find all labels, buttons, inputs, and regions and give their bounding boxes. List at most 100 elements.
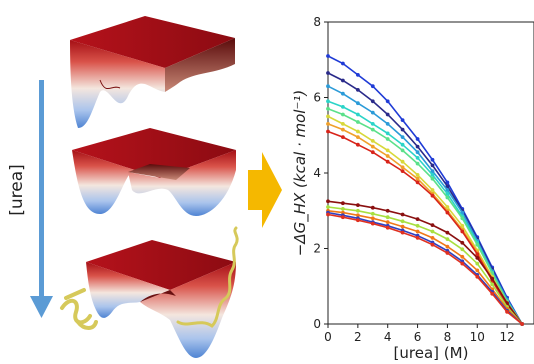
chart: 0 2 4 6 8 10 12 0 2 4 6 8 [urea] (M) −ΔG_HX (kcal … bbox=[291, 15, 534, 362]
data-point bbox=[370, 127, 375, 132]
data-point bbox=[385, 154, 390, 158]
x-tick-label: 12 bbox=[499, 330, 514, 344]
series-line-9 bbox=[327, 200, 523, 325]
data-point bbox=[415, 176, 420, 181]
data-point bbox=[326, 205, 330, 209]
protein-folded-ribbon bbox=[60, 288, 98, 330]
x-tick-label: 8 bbox=[444, 330, 452, 344]
data-point bbox=[385, 220, 390, 225]
data-point bbox=[430, 169, 435, 174]
data-point bbox=[445, 237, 450, 242]
data-point bbox=[430, 163, 435, 168]
data-point bbox=[370, 216, 375, 221]
data-point bbox=[445, 191, 450, 196]
data-point bbox=[475, 274, 480, 279]
data-point bbox=[370, 211, 375, 216]
data-point bbox=[445, 184, 450, 189]
data-point bbox=[490, 282, 495, 287]
data-point bbox=[445, 195, 450, 200]
data-point bbox=[400, 142, 405, 147]
y-tick-label: 0 bbox=[313, 317, 321, 331]
x-tick-label: 10 bbox=[470, 330, 485, 344]
data-point bbox=[415, 156, 420, 160]
data-point bbox=[370, 99, 375, 104]
series-line-1 bbox=[327, 55, 523, 325]
data-point bbox=[326, 71, 330, 75]
y-axis: 0 2 4 6 8 bbox=[313, 15, 328, 331]
data-point bbox=[341, 215, 345, 220]
data-point bbox=[400, 219, 405, 224]
data-point bbox=[460, 261, 465, 266]
data-point bbox=[326, 199, 330, 204]
data-point bbox=[341, 91, 345, 96]
data-point bbox=[385, 131, 390, 136]
series-line-3 bbox=[327, 85, 523, 325]
data-point bbox=[415, 137, 420, 141]
landscape-intermediate bbox=[72, 128, 236, 216]
data-point bbox=[400, 212, 405, 217]
data-point bbox=[341, 105, 345, 109]
series-line-11 bbox=[327, 210, 523, 325]
x-axis: 0 2 4 6 8 10 12 bbox=[324, 324, 515, 344]
data-point bbox=[460, 223, 465, 228]
y-tick-label: 2 bbox=[313, 242, 321, 256]
data-point bbox=[385, 225, 390, 230]
data-point bbox=[400, 148, 405, 153]
data-point bbox=[445, 180, 450, 185]
data-point bbox=[370, 122, 375, 126]
data-point bbox=[326, 212, 330, 217]
data-point bbox=[445, 210, 450, 215]
landscape-native bbox=[70, 16, 235, 128]
data-point bbox=[326, 122, 330, 126]
data-point bbox=[341, 207, 345, 211]
data-point bbox=[415, 180, 420, 185]
data-point bbox=[356, 218, 360, 223]
data-point bbox=[430, 223, 435, 228]
data-point bbox=[415, 144, 420, 149]
data-point bbox=[460, 216, 465, 221]
data-point bbox=[326, 99, 330, 104]
data-point bbox=[400, 224, 405, 229]
data-point bbox=[460, 247, 465, 252]
data-point bbox=[430, 188, 435, 192]
data-point bbox=[400, 127, 405, 132]
series-line-10 bbox=[327, 206, 523, 325]
data-point bbox=[430, 242, 435, 247]
data-point bbox=[341, 112, 345, 117]
data-point bbox=[475, 242, 480, 247]
data-point bbox=[341, 61, 345, 66]
data-point bbox=[490, 291, 495, 296]
data-point bbox=[326, 54, 330, 58]
x-tick-label: 2 bbox=[354, 330, 362, 344]
series-line-6 bbox=[327, 115, 523, 325]
data-point bbox=[326, 114, 330, 119]
data-point bbox=[415, 173, 420, 177]
data-point bbox=[341, 78, 345, 83]
data-point bbox=[400, 230, 405, 235]
data-point bbox=[415, 217, 420, 222]
data-point bbox=[475, 268, 480, 273]
data-point bbox=[460, 254, 465, 259]
data-point bbox=[356, 101, 360, 106]
data-point bbox=[430, 229, 435, 234]
data-point bbox=[490, 276, 495, 281]
data-point bbox=[341, 135, 345, 140]
data-point bbox=[415, 229, 420, 234]
data-point bbox=[400, 165, 405, 170]
data-point bbox=[356, 142, 360, 147]
data-point bbox=[341, 122, 345, 126]
data-point bbox=[370, 144, 375, 149]
data-point bbox=[415, 150, 420, 155]
data-point bbox=[505, 310, 509, 314]
data-point bbox=[445, 251, 450, 255]
data-point bbox=[415, 236, 420, 240]
x-axis-label: [urea] (M) bbox=[394, 344, 469, 362]
urea-label: [urea] bbox=[7, 164, 27, 216]
y-tick-label: 8 bbox=[313, 15, 321, 29]
data-point bbox=[385, 137, 390, 141]
data-point bbox=[370, 110, 375, 115]
series-line-12 bbox=[327, 211, 523, 325]
urea-arrow bbox=[30, 80, 53, 318]
